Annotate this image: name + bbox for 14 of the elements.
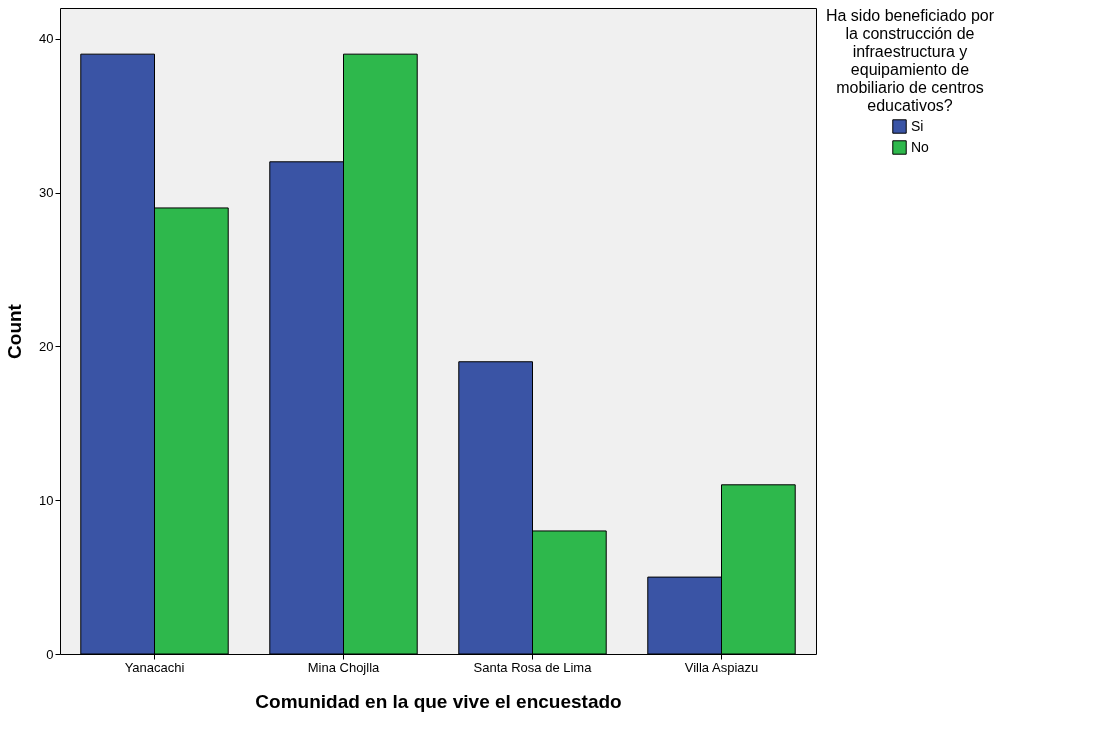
legend-title: Ha sido beneficiado por la construcción de infraestructura y equipamiento de mobiliario de centros educativos? — [825, 7, 995, 114]
x-axis-title: Comunidad en la que vive el encuestado — [255, 690, 622, 712]
y-tick-label: 40 — [39, 31, 54, 47]
legend-label: No — [911, 138, 930, 155]
x-tick-label: Villa Aspiazu — [684, 659, 759, 675]
y-tick-label: 30 — [39, 185, 54, 201]
y-axis-title: Count — [4, 303, 26, 359]
y-tick-label: 20 — [39, 338, 54, 354]
x-tick-label: Yanacachi — [124, 659, 185, 675]
x-tick-label: Mina Chojlla — [307, 659, 381, 675]
y-tick-label: 0 — [46, 646, 54, 662]
x-tick-label: Santa Rosa de Lima — [473, 659, 593, 675]
legend-label: Si — [911, 117, 924, 134]
y-tick-label: 10 — [39, 492, 54, 508]
